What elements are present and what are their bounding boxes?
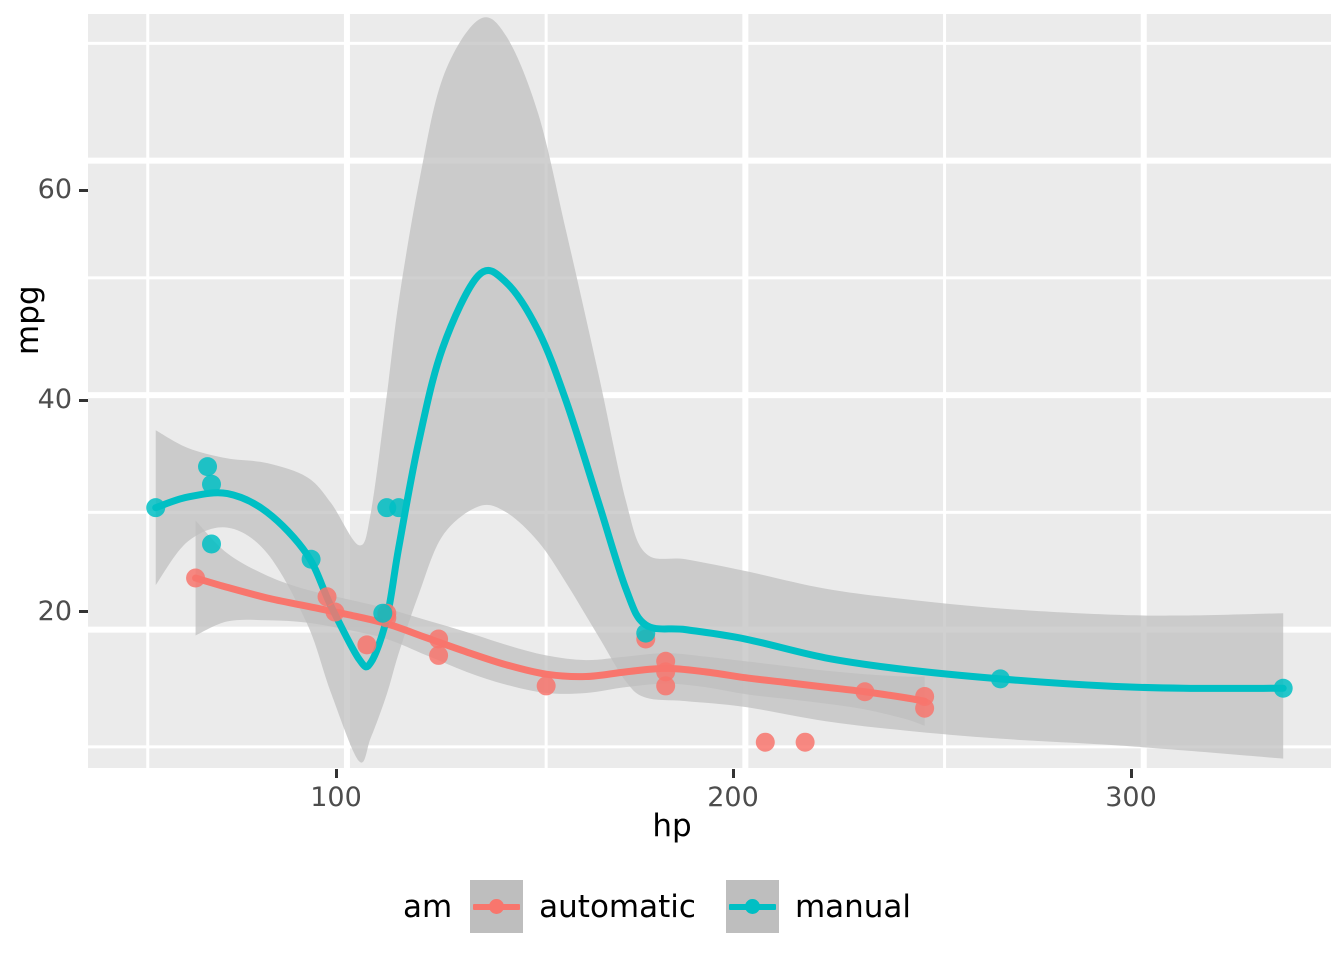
smooth-line-automatic xyxy=(192,574,929,705)
data-point-manual-4[interactable] xyxy=(301,549,321,569)
legend-item-automatic[interactable]: automatic xyxy=(470,880,726,933)
x-tick-label-0: 100 xyxy=(310,782,362,813)
x-axis-title: hp xyxy=(652,808,692,844)
data-point-manual-10[interactable] xyxy=(1273,678,1293,698)
y-axis-title: mpg xyxy=(10,285,46,355)
legend-item-manual[interactable]: manual xyxy=(725,880,941,933)
data-point-automatic-11[interactable] xyxy=(656,662,676,682)
x-tick-mark-0 xyxy=(335,769,338,778)
y-tick-mark-2 xyxy=(79,189,88,192)
data-point-automatic-2[interactable] xyxy=(325,602,345,622)
plot-canvas xyxy=(88,14,1331,768)
data-point-automatic-1[interactable] xyxy=(317,587,337,607)
data-point-automatic-15[interactable] xyxy=(855,682,875,702)
data-point-automatic-17[interactable] xyxy=(915,686,935,706)
data-point-automatic-7[interactable] xyxy=(429,645,449,665)
legend-label-manual: manual xyxy=(794,888,912,925)
x-tick-label-1: 200 xyxy=(707,782,759,813)
legend-key-dot-manual xyxy=(744,899,760,914)
data-point-manual-8[interactable] xyxy=(636,623,656,643)
legend-label-automatic: automatic xyxy=(539,888,696,925)
data-point-manual-1[interactable] xyxy=(198,457,218,477)
data-point-automatic-0[interactable] xyxy=(186,568,206,588)
y-tick-label-0: 20 xyxy=(37,596,72,627)
x-tick-mark-2 xyxy=(1130,769,1133,778)
data-point-manual-0[interactable] xyxy=(146,498,166,518)
legend-key-manual xyxy=(725,880,779,933)
data-point-automatic-14[interactable] xyxy=(795,732,815,752)
y-tick-mark-0 xyxy=(79,610,88,613)
points-manual xyxy=(146,457,1293,698)
y-tick-label-1: 40 xyxy=(37,384,72,415)
y-tick-label-2: 60 xyxy=(37,174,72,205)
data-point-manual-5[interactable] xyxy=(373,603,393,623)
plot-panel xyxy=(88,14,1331,768)
data-point-automatic-8[interactable] xyxy=(536,676,556,696)
data-point-automatic-12[interactable] xyxy=(656,676,676,696)
y-tick-mark-1 xyxy=(79,399,88,402)
data-point-manual-7[interactable] xyxy=(389,498,409,518)
data-point-manual-9[interactable] xyxy=(990,669,1010,689)
legend-key-automatic xyxy=(470,880,524,933)
data-point-manual-2[interactable] xyxy=(202,474,221,494)
data-point-automatic-13[interactable] xyxy=(755,732,775,752)
legend-key-dot-automatic xyxy=(489,899,505,914)
data-point-automatic-6[interactable] xyxy=(429,629,449,649)
legend: am automatic manual xyxy=(0,880,1344,933)
legend-title: am xyxy=(402,888,453,925)
data-point-manual-3[interactable] xyxy=(202,534,221,554)
data-point-automatic-3[interactable] xyxy=(357,635,377,655)
confidence-ribbon-manual xyxy=(155,17,1284,763)
x-tick-label-2: 300 xyxy=(1105,782,1157,813)
x-tick-mark-1 xyxy=(732,769,735,778)
